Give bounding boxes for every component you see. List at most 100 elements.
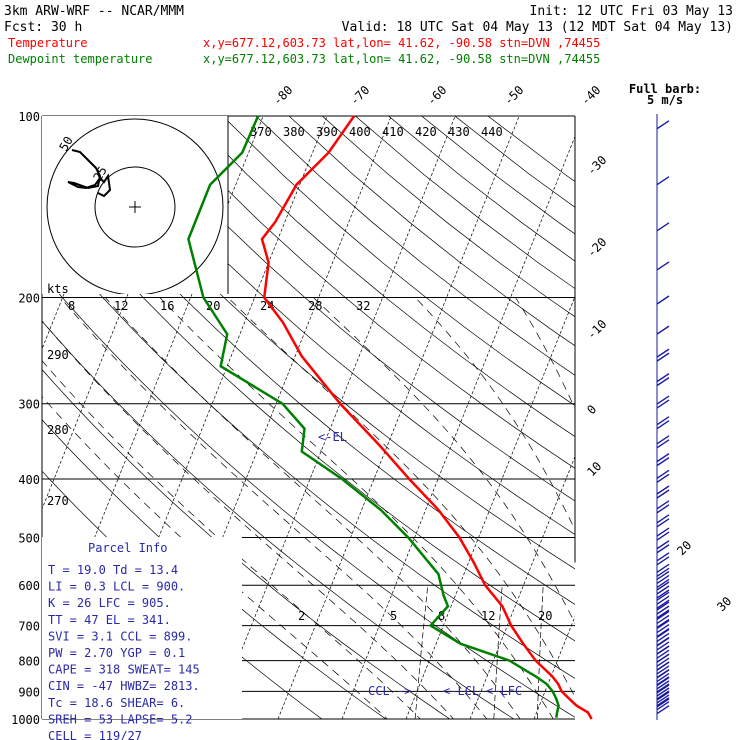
parcel-info-row: LI = 0.3 LCL = 900. — [48, 580, 185, 594]
wind-barb — [656, 683, 670, 693]
wind-barb — [656, 527, 670, 537]
theta-label: 430 — [448, 125, 470, 139]
wind-speed-label: 32 — [356, 299, 370, 313]
moist-adiabat-line — [104, 297, 521, 719]
mixing-ratio-label: 8 — [438, 609, 445, 623]
wind-barb — [656, 574, 670, 584]
wind-barb — [656, 701, 670, 711]
wind-barb — [656, 473, 670, 483]
wind-barb — [656, 641, 670, 651]
dewpoint-profile — [187, 115, 560, 718]
wind-barb — [656, 697, 670, 707]
dry-adiabat-line — [255, 116, 575, 376]
wind-barb — [656, 628, 670, 638]
mixing-ratio-line — [628, 585, 629, 719]
theta-label: 440 — [481, 125, 503, 139]
isotherm-line — [533, 615, 575, 719]
wind-barb — [656, 705, 670, 715]
wind-barb — [656, 469, 670, 479]
mixing-ratio-label: 12 — [481, 609, 495, 623]
parcel-info-row: T = 19.0 Td = 13.4 — [48, 563, 178, 577]
wind-barb — [656, 698, 670, 708]
wind-barb — [656, 540, 670, 550]
wind-barb — [656, 680, 670, 690]
wind-barb — [656, 694, 670, 704]
pressure-label: 700 — [18, 620, 40, 634]
theta-left-label: 270 — [47, 494, 69, 508]
isotherm-line — [277, 116, 520, 719]
theta-label: 380 — [283, 125, 305, 139]
right-temp-label: 20 — [674, 538, 694, 558]
pressure-label: 100 — [18, 110, 40, 124]
lfc-marker: <-LFC — [486, 684, 522, 698]
wind-barb — [656, 563, 670, 573]
dry-adiabat-line — [355, 116, 575, 290]
wind-speed-label: 20 — [206, 299, 220, 313]
wind-units-label: kts — [47, 282, 69, 296]
wind-speed-label: 12 — [114, 299, 128, 313]
theta-label: 390 — [316, 125, 338, 139]
wind-barb — [656, 672, 670, 683]
wind-barb — [656, 624, 670, 634]
temperature-profile — [260, 115, 593, 720]
wind-speed-label: 28 — [308, 299, 322, 313]
parcel-info-row: CAPE = 318 SWEAT= 145 — [48, 663, 200, 677]
legend-temperature: Temperature — [8, 36, 87, 50]
wind-barb — [656, 581, 670, 591]
wind-barb — [656, 435, 670, 445]
dry-adiabat-line — [42, 182, 575, 642]
parcel-info-row: TT = 47 EL = 341. — [48, 613, 171, 627]
parcel-info-row: PW = 2.70 YGP = 0.1 — [48, 646, 185, 660]
wind-barb — [656, 653, 670, 663]
dry-adiabat-line — [421, 116, 575, 235]
isotherm-line — [341, 135, 575, 719]
upper-temp-label: -80 — [270, 83, 295, 108]
parcel-info-row: K = 26 LFC = 905. — [48, 596, 171, 610]
right-temp-label: -20 — [584, 235, 609, 260]
wind-barb — [656, 518, 670, 528]
dry-adiabat-line — [156, 116, 575, 469]
wind-barb — [656, 637, 670, 647]
theta-label: 420 — [415, 125, 437, 139]
dry-adiabat-line — [56, 116, 575, 570]
hodograph-trace — [67, 149, 112, 198]
mixing-ratio-label: 2 — [298, 609, 305, 623]
wind-barb — [656, 222, 670, 232]
moist-adiabat-line — [313, 297, 575, 624]
wind-barb — [656, 352, 670, 362]
wind-speed-label: 8 — [68, 299, 75, 313]
legend-temperature-location: x,y=677.12,603.73 lat,lon= 41.62, -90.58… — [203, 36, 600, 50]
moist-adiabat-line — [415, 297, 575, 531]
wind-speed-label: 24 — [260, 299, 274, 313]
wind-barb — [656, 691, 670, 701]
background-grid — [42, 116, 629, 719]
wind-barb — [656, 620, 670, 630]
wind-barb — [656, 531, 670, 541]
wind-barb — [656, 649, 670, 659]
right-temp-label: 0 — [584, 402, 599, 417]
wind-barb — [656, 489, 670, 499]
wind-barb — [656, 589, 670, 599]
mixing-ratio-line — [577, 585, 581, 719]
wind-barb — [656, 325, 670, 335]
wind-barb — [656, 395, 670, 405]
wind-barb — [656, 514, 670, 524]
parcel-info-row: Tc = 18.6 SHEAR= 6. — [48, 696, 185, 710]
isotherm-line — [85, 116, 328, 719]
parcel-info-row: CIN = -47 HWBZ= 2813. — [48, 679, 200, 693]
wind-barb — [656, 457, 670, 467]
wind-barb-units: 5 m/s — [647, 93, 683, 107]
pressure-label: 1000 — [11, 713, 40, 727]
valid-time: Valid: 18 UTC Sat 04 May 13 (12 MDT Sat … — [342, 20, 733, 35]
parcel-info-row: SREH = 53 LAPSE= 5.2 — [48, 712, 193, 726]
legend-dewpoint-location: x,y=677.12,603.73 lat,lon= 41.62, -90.58… — [203, 52, 600, 66]
pressure-label: 800 — [18, 655, 40, 669]
wind-barb — [656, 665, 670, 675]
wind-barb-title: Full barb: — [629, 82, 701, 96]
dry-adiabat-line — [89, 116, 575, 535]
moist-adiabat-line — [159, 297, 554, 719]
wind-barb — [656, 645, 670, 655]
upper-temp-label: -50 — [501, 83, 526, 108]
wind-barb — [656, 552, 670, 562]
